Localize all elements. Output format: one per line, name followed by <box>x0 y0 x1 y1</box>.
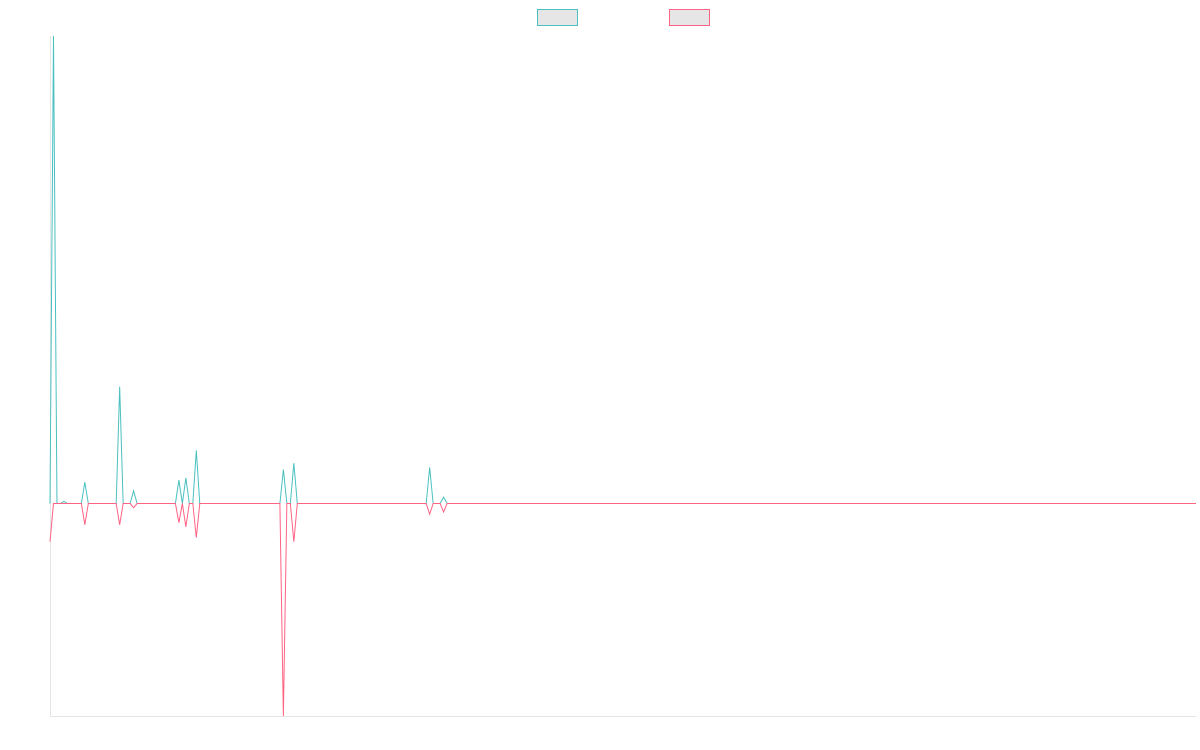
legend <box>537 9 710 26</box>
series-layer <box>49 35 1196 717</box>
series-line-2 <box>49 503 1196 717</box>
legend-swatch-2[interactable] <box>669 9 710 26</box>
axes <box>50 36 1196 717</box>
legend-swatch-1[interactable] <box>537 9 578 26</box>
series-line-1 <box>49 35 1196 504</box>
